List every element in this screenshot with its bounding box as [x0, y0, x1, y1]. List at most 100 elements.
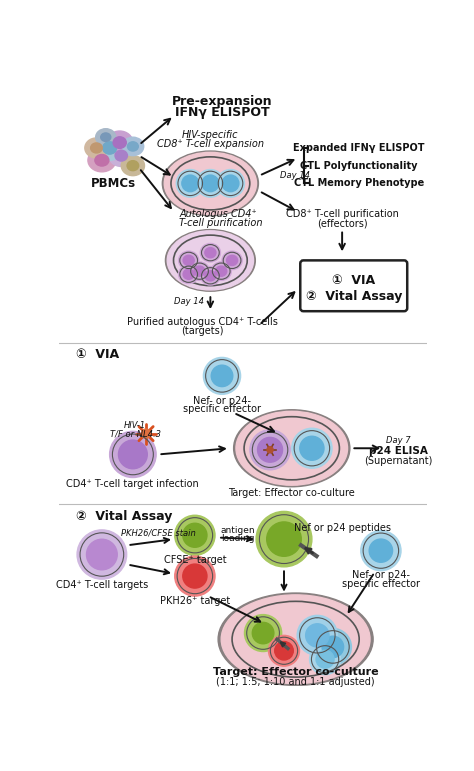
Ellipse shape	[95, 154, 109, 166]
Ellipse shape	[201, 244, 220, 262]
Ellipse shape	[306, 624, 329, 647]
Ellipse shape	[118, 440, 147, 469]
Text: T/F or NL4.3: T/F or NL4.3	[109, 429, 161, 438]
Ellipse shape	[216, 266, 227, 276]
Ellipse shape	[88, 149, 116, 172]
Text: Autologus CD4⁺: Autologus CD4⁺	[179, 209, 257, 219]
Text: Target: Effector co-culture: Target: Effector co-culture	[213, 668, 378, 678]
Text: (1:1; 1:5; 1:10 and 1:1 adjusted): (1:1; 1:5; 1:10 and 1:1 adjusted)	[216, 677, 375, 686]
Ellipse shape	[77, 530, 127, 579]
Ellipse shape	[250, 429, 290, 470]
Text: ②  Vital Assay: ② Vital Assay	[306, 290, 402, 303]
Ellipse shape	[369, 539, 392, 562]
Ellipse shape	[275, 641, 293, 660]
Ellipse shape	[162, 151, 258, 216]
Text: loading: loading	[221, 534, 254, 543]
Ellipse shape	[165, 230, 255, 291]
Ellipse shape	[268, 635, 300, 666]
Ellipse shape	[267, 522, 301, 557]
Ellipse shape	[194, 266, 205, 276]
Text: Day 14: Day 14	[280, 171, 310, 180]
Ellipse shape	[234, 409, 350, 487]
Ellipse shape	[164, 153, 256, 214]
Ellipse shape	[316, 650, 334, 668]
Text: Target: Effector co-culture: Target: Effector co-culture	[228, 488, 355, 498]
Ellipse shape	[222, 175, 239, 192]
Text: ①  VIA: ① VIA	[332, 274, 375, 287]
Ellipse shape	[109, 145, 134, 167]
Ellipse shape	[203, 358, 241, 394]
Ellipse shape	[257, 437, 283, 462]
Text: T-cell purification: T-cell purification	[179, 218, 263, 228]
Ellipse shape	[183, 524, 207, 547]
Ellipse shape	[300, 436, 324, 460]
Ellipse shape	[91, 143, 102, 153]
Ellipse shape	[183, 269, 194, 279]
Ellipse shape	[175, 556, 215, 596]
Text: HIV-specific: HIV-specific	[182, 130, 238, 140]
Ellipse shape	[175, 515, 215, 555]
Text: Expanded IFNγ ELISPOT: Expanded IFNγ ELISPOT	[293, 143, 425, 153]
Text: ①  VIA: ① VIA	[76, 348, 119, 361]
Text: Nef- or p24-: Nef- or p24-	[193, 396, 251, 406]
Ellipse shape	[127, 160, 139, 170]
Ellipse shape	[179, 265, 199, 284]
Text: CD8⁺ T-cell purification: CD8⁺ T-cell purification	[286, 209, 399, 219]
Ellipse shape	[227, 255, 237, 265]
Text: p24 ELISA: p24 ELISA	[369, 446, 428, 456]
Text: (targets): (targets)	[182, 326, 224, 336]
Text: IFNγ ELISPOT: IFNγ ELISPOT	[175, 106, 269, 119]
Ellipse shape	[179, 251, 199, 270]
Text: antigen: antigen	[220, 526, 255, 535]
Ellipse shape	[113, 136, 126, 148]
Ellipse shape	[115, 150, 128, 161]
Ellipse shape	[236, 411, 347, 485]
Text: CD4⁺ T-cell targets: CD4⁺ T-cell targets	[56, 581, 148, 591]
Text: (effectors): (effectors)	[317, 218, 367, 228]
Ellipse shape	[211, 262, 231, 281]
FancyBboxPatch shape	[300, 261, 407, 311]
Ellipse shape	[196, 170, 224, 197]
Text: PBMCs: PBMCs	[91, 177, 136, 190]
Ellipse shape	[86, 539, 117, 570]
Ellipse shape	[292, 428, 332, 468]
Ellipse shape	[167, 231, 254, 290]
Text: Nef or p24 peptides: Nef or p24 peptides	[293, 523, 391, 533]
Text: CD4⁺ T-cell target infection: CD4⁺ T-cell target infection	[66, 479, 199, 489]
Text: CTL Memory Phenotype: CTL Memory Phenotype	[294, 178, 424, 188]
Ellipse shape	[267, 446, 273, 453]
Ellipse shape	[314, 628, 351, 665]
Text: PKH26/CFSE stain: PKH26/CFSE stain	[121, 528, 196, 537]
Ellipse shape	[103, 142, 117, 154]
Ellipse shape	[221, 595, 370, 684]
Text: CFSE⁺ target: CFSE⁺ target	[164, 555, 226, 565]
Text: Day 7: Day 7	[386, 436, 411, 445]
Text: Purified autologus CD4⁺ T-cells: Purified autologus CD4⁺ T-cells	[127, 317, 278, 327]
Ellipse shape	[183, 564, 207, 588]
Ellipse shape	[190, 262, 210, 281]
Text: Pre-expansion: Pre-expansion	[172, 96, 272, 108]
Ellipse shape	[85, 138, 108, 158]
Ellipse shape	[211, 365, 233, 386]
Ellipse shape	[107, 131, 133, 154]
Ellipse shape	[100, 133, 111, 141]
Text: specific effector: specific effector	[342, 579, 420, 589]
Ellipse shape	[217, 170, 245, 197]
Text: specific effector: specific effector	[183, 404, 261, 414]
Ellipse shape	[128, 142, 138, 151]
Ellipse shape	[96, 136, 124, 160]
Ellipse shape	[121, 156, 145, 176]
Ellipse shape	[322, 636, 344, 658]
Ellipse shape	[310, 644, 341, 675]
Ellipse shape	[183, 255, 194, 265]
Ellipse shape	[176, 170, 204, 197]
Ellipse shape	[205, 271, 216, 281]
Text: CD8⁺ T-cell expansion: CD8⁺ T-cell expansion	[157, 139, 264, 149]
Ellipse shape	[96, 129, 116, 146]
Ellipse shape	[122, 137, 144, 156]
Ellipse shape	[297, 615, 337, 655]
Ellipse shape	[182, 175, 199, 192]
Ellipse shape	[141, 429, 151, 438]
Text: PKH26⁺ target: PKH26⁺ target	[160, 596, 230, 606]
Ellipse shape	[202, 175, 219, 192]
